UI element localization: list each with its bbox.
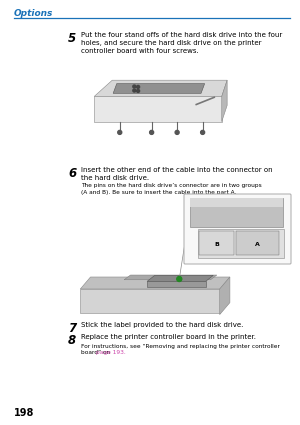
Text: For instructions, see “Removing and replacing the printer controller: For instructions, see “Removing and repl… (81, 344, 280, 349)
Bar (190, 198, 283, 207)
Text: The pins on the hard disk drive’s connector are in two groups
(A and B). Be sure: The pins on the hard disk drive’s connec… (81, 183, 262, 195)
Text: 7: 7 (68, 322, 76, 335)
Circle shape (136, 89, 140, 92)
Polygon shape (147, 275, 213, 281)
Circle shape (133, 85, 136, 88)
Bar (199, 231, 234, 255)
Text: Stick the label provided to the hard disk drive.: Stick the label provided to the hard dis… (81, 322, 243, 328)
Text: 198: 198 (14, 408, 34, 418)
Text: Insert the other end of the cable into the connector on
the hard disk drive.: Insert the other end of the cable into t… (81, 167, 273, 181)
Circle shape (177, 277, 182, 281)
Circle shape (201, 130, 205, 134)
Polygon shape (124, 275, 217, 280)
Circle shape (136, 85, 140, 88)
Text: board” on: board” on (81, 350, 112, 355)
Polygon shape (94, 96, 222, 122)
Polygon shape (113, 84, 205, 94)
Text: page 193.: page 193. (95, 350, 125, 355)
Polygon shape (94, 80, 227, 96)
Circle shape (175, 130, 179, 134)
Text: 5: 5 (68, 32, 76, 45)
Text: Options: Options (14, 8, 53, 17)
Polygon shape (80, 289, 220, 313)
Polygon shape (147, 281, 206, 287)
Polygon shape (80, 277, 230, 289)
Bar (236, 231, 279, 255)
Text: Put the four stand offs of the hard disk drive into the four
holes, and secure t: Put the four stand offs of the hard disk… (81, 32, 282, 54)
Circle shape (118, 130, 122, 134)
Circle shape (150, 130, 154, 134)
Text: B: B (214, 242, 219, 247)
Text: Replace the printer controller board in the printer.: Replace the printer controller board in … (81, 334, 256, 340)
Polygon shape (222, 80, 227, 122)
Polygon shape (220, 277, 230, 314)
Bar (198, 229, 284, 258)
Text: A: A (255, 242, 260, 247)
Bar (190, 198, 283, 227)
Text: 8: 8 (68, 334, 76, 347)
Text: 6: 6 (68, 167, 76, 180)
Circle shape (133, 89, 136, 92)
FancyBboxPatch shape (184, 194, 291, 264)
